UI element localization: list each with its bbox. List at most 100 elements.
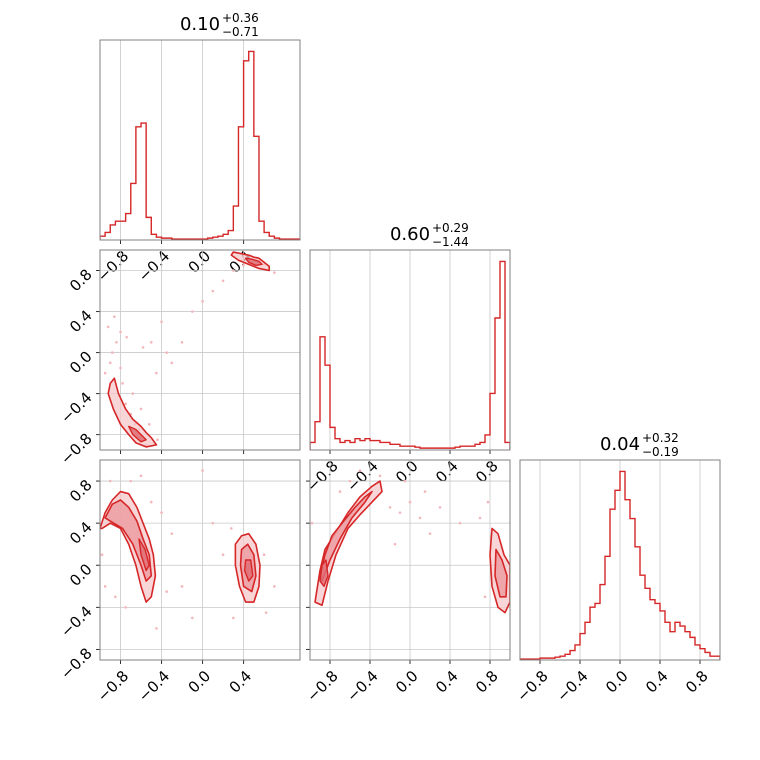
histogram-panel-0: −0.8−0.40.00.4 bbox=[94, 39, 301, 285]
x-tick-label: −0.8 bbox=[303, 667, 341, 705]
scatter-point bbox=[125, 335, 128, 339]
scatter-point bbox=[398, 511, 402, 514]
panel-1-title-minus: −1.44 bbox=[432, 235, 469, 249]
scatter-point bbox=[348, 479, 352, 483]
scatter-point bbox=[201, 299, 204, 303]
panel-0-title-plus: +0.36 bbox=[222, 11, 259, 25]
y-tick-label: −0.8 bbox=[57, 430, 95, 468]
x-tick-label: 0.0 bbox=[185, 667, 215, 697]
scatter-point bbox=[113, 315, 116, 318]
x-tick-label: 0.0 bbox=[392, 457, 422, 487]
histogram-panel-1: −0.8 −0.4 0.0 0.4 0.8 bbox=[303, 249, 511, 495]
contour-outer bbox=[314, 480, 383, 607]
scatter-point bbox=[119, 366, 122, 370]
scatter-point bbox=[170, 532, 174, 535]
scatter-point bbox=[100, 553, 104, 557]
scatter-point bbox=[155, 627, 158, 630]
scatter-point bbox=[262, 553, 266, 557]
scatter-point bbox=[139, 407, 143, 411]
scatter-point bbox=[229, 527, 233, 530]
scatter-point bbox=[478, 516, 482, 520]
x-tick-label: 0.8 bbox=[472, 457, 502, 487]
scatter-point bbox=[232, 616, 235, 620]
scatter-point bbox=[232, 269, 235, 272]
scatter-point bbox=[106, 325, 110, 329]
scatter-point bbox=[115, 341, 118, 344]
scatter-point bbox=[111, 351, 114, 354]
panel-1-title: 0.60 bbox=[390, 224, 430, 245]
scatter-point bbox=[418, 516, 422, 520]
scatter-point bbox=[170, 361, 174, 365]
histogram-step-line bbox=[310, 260, 510, 450]
panel-frame bbox=[99, 249, 301, 451]
contour-panel-2-1: −0.8 −0.4 0.0 0.4 0.8 bbox=[303, 459, 511, 705]
panel-0-title: 0.10 bbox=[180, 14, 220, 35]
x-tick-label: −0.8 bbox=[303, 457, 341, 495]
contour-inner bbox=[243, 559, 254, 582]
panel-frame bbox=[519, 459, 721, 661]
scatter-point bbox=[403, 479, 407, 483]
contour-mid bbox=[104, 499, 153, 582]
scatter-point bbox=[483, 595, 487, 599]
x-tick-label: 0.4 bbox=[432, 667, 462, 697]
panel-0-title-minus: −0.71 bbox=[222, 25, 259, 39]
scatter-point bbox=[211, 521, 215, 525]
scatter-point bbox=[149, 500, 153, 504]
scatter-point bbox=[165, 590, 168, 593]
x-tick-label: −0.4 bbox=[343, 667, 381, 705]
scatter-point bbox=[486, 500, 490, 504]
histogram-step-line bbox=[520, 470, 720, 660]
scatter-point bbox=[160, 511, 163, 514]
contour-panel-1-0: 0.80.40.0−0.4−0.8 bbox=[57, 249, 301, 468]
x-tick-label: −0.4 bbox=[135, 247, 173, 285]
panel-1-title-value: 0.60 bbox=[390, 224, 430, 245]
y-tick-label: 0.8 bbox=[66, 476, 96, 506]
scatter-point bbox=[221, 553, 225, 557]
scatter-point bbox=[211, 289, 215, 293]
contour-panel-2-0: 0.80.40.0−0.4−0.8−0.8 −0.4 0.0 0.4 bbox=[57, 459, 301, 705]
panel-2-title: 0.04 bbox=[600, 434, 640, 455]
x-tick-label: 0.0 bbox=[602, 667, 632, 697]
scatter-point bbox=[458, 521, 462, 525]
scatter-point bbox=[408, 500, 412, 504]
y-tick-label: 0.0 bbox=[66, 560, 96, 590]
x-tick-label: 0.4 bbox=[226, 667, 256, 697]
x-tick-label: −0.8 bbox=[513, 667, 551, 705]
scatter-point bbox=[388, 506, 392, 509]
panel-1-title-plus: +0.29 bbox=[432, 221, 469, 235]
scatter-point bbox=[221, 279, 225, 283]
scatter-point bbox=[191, 616, 194, 620]
panel-2-title-value: 0.04 bbox=[600, 434, 640, 455]
scatter-point bbox=[338, 490, 342, 493]
panel-2-title-minus: −0.19 bbox=[642, 445, 679, 459]
scatter-point bbox=[149, 341, 153, 344]
y-tick-label: −0.4 bbox=[57, 602, 95, 640]
scatter-point bbox=[428, 532, 432, 535]
scatter-point bbox=[108, 361, 112, 365]
contour-inner bbox=[319, 559, 329, 588]
scatter-point bbox=[121, 382, 124, 385]
x-tick-label: −0.4 bbox=[135, 667, 173, 705]
y-tick-label: −0.8 bbox=[57, 644, 95, 682]
scatter-point bbox=[438, 506, 442, 509]
scatter-point bbox=[378, 474, 382, 478]
histogram-step-line bbox=[100, 50, 300, 240]
scatter-point bbox=[165, 351, 168, 354]
contour-inner bbox=[128, 425, 147, 443]
x-tick-label: 0.8 bbox=[472, 667, 502, 697]
scatter-point bbox=[160, 320, 163, 324]
y-tick-label: 0.8 bbox=[66, 265, 96, 295]
panel-frame bbox=[309, 249, 511, 451]
scatter-point bbox=[242, 264, 245, 267]
scatter-point bbox=[155, 371, 158, 375]
x-tick-label: 0.0 bbox=[392, 667, 422, 697]
x-tick-label: −0.8 bbox=[94, 247, 132, 285]
x-tick-label: −0.4 bbox=[553, 667, 591, 705]
scatter-point bbox=[273, 271, 276, 274]
y-tick-label: −0.4 bbox=[57, 389, 95, 427]
y-tick-label: 0.4 bbox=[66, 306, 96, 336]
scatter-point bbox=[191, 310, 194, 313]
contour-inner bbox=[244, 257, 263, 267]
scatter-point bbox=[358, 469, 362, 472]
